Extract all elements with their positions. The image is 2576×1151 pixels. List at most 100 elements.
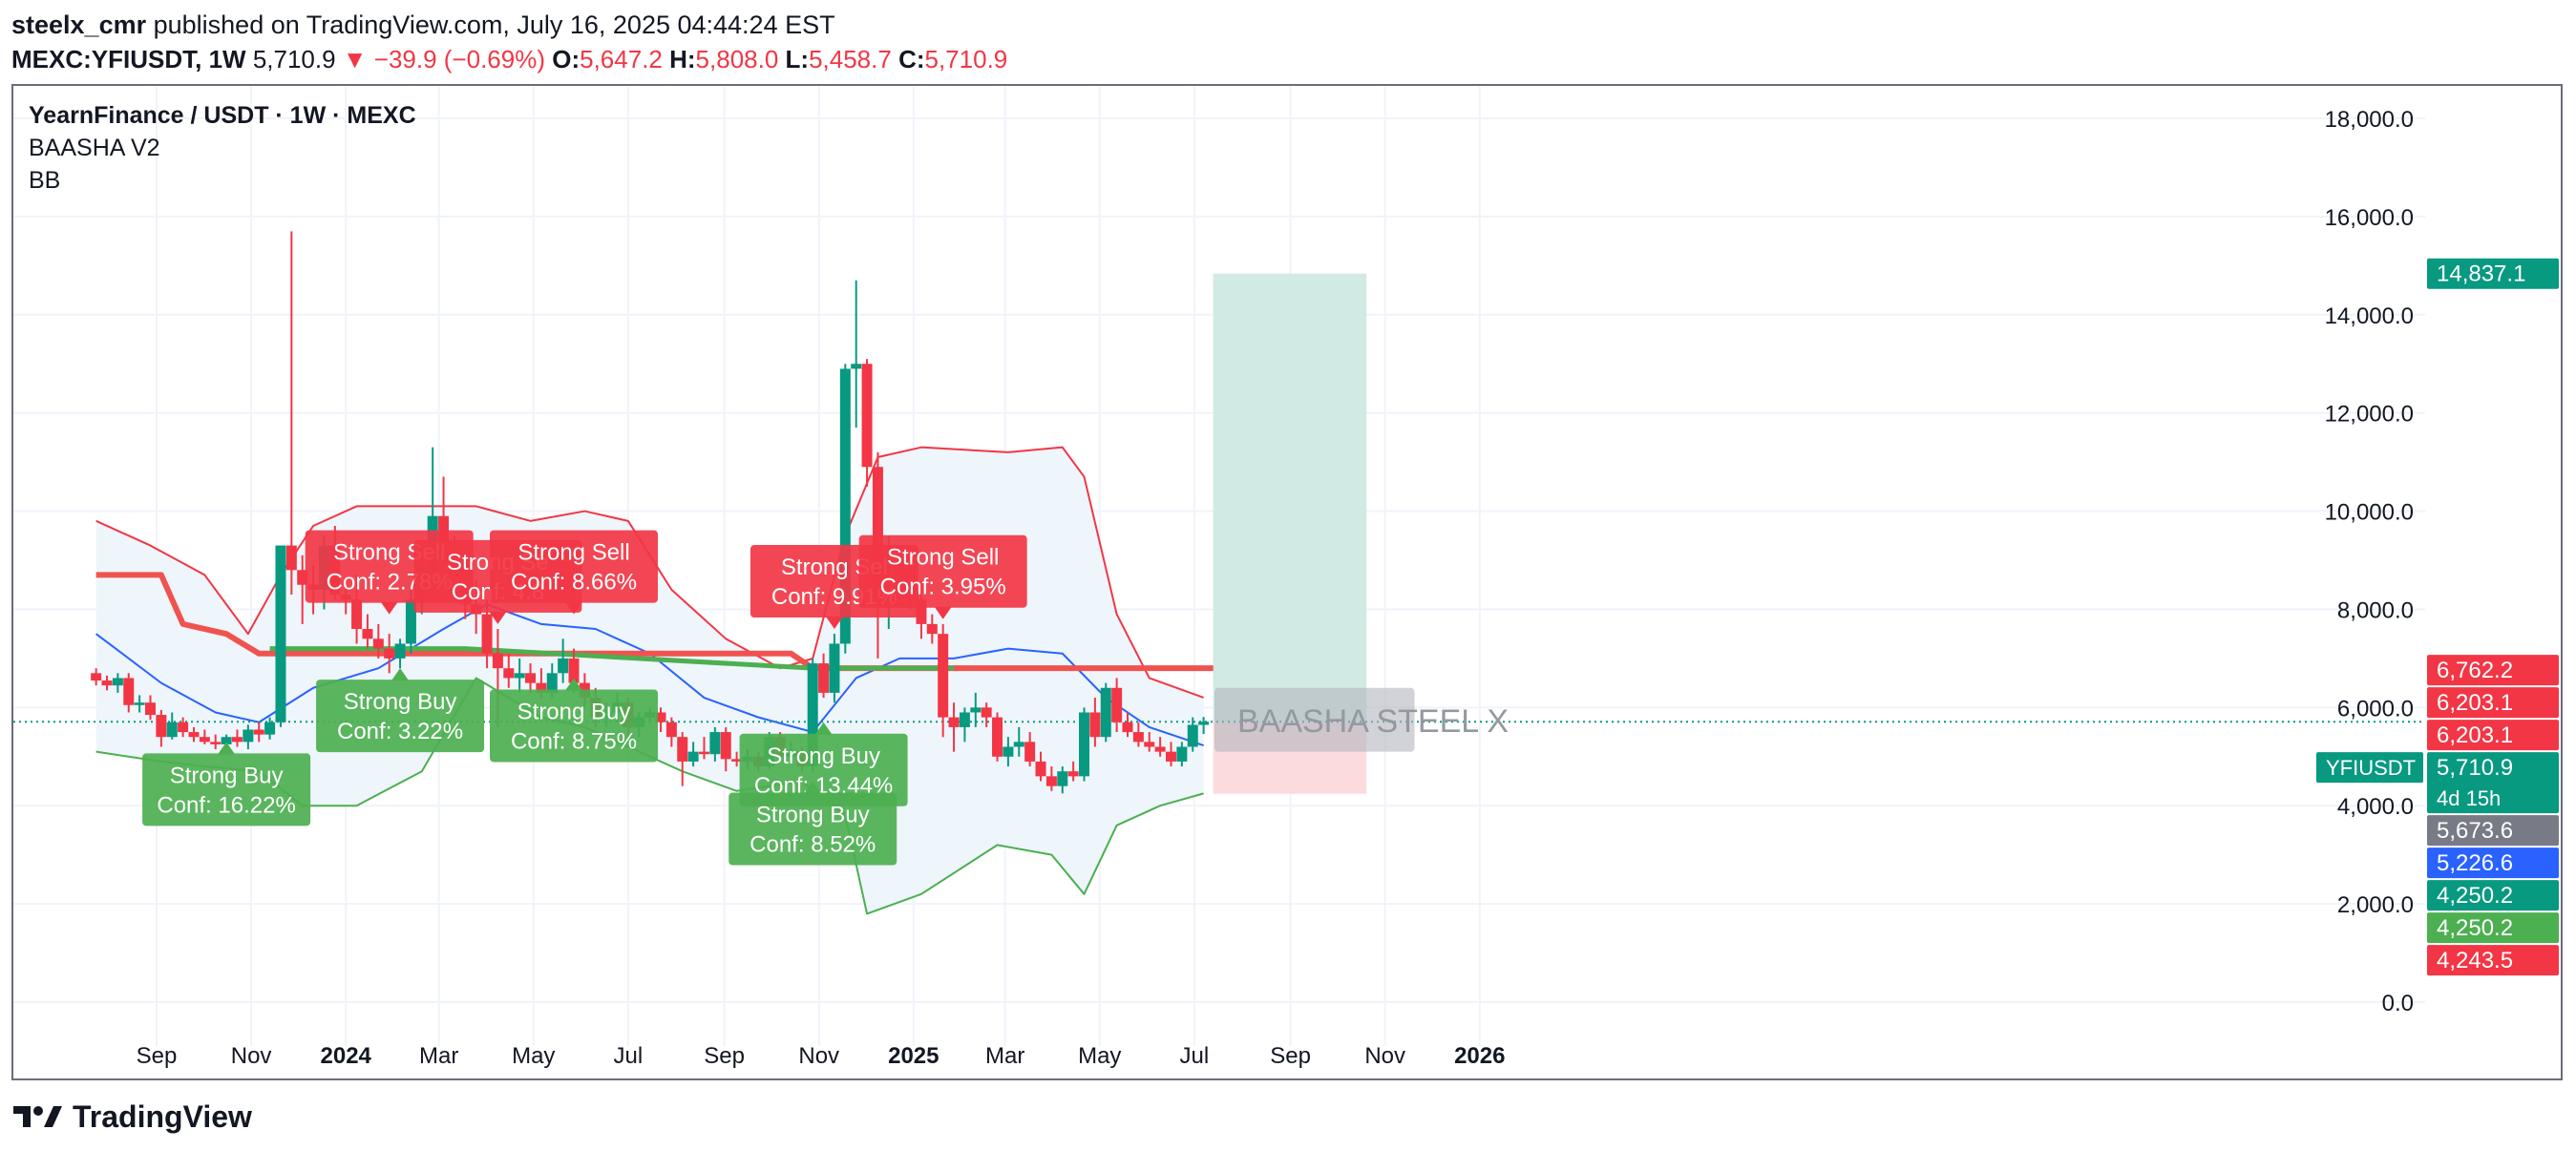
candle-body — [981, 707, 992, 718]
price-label-text: 4,243.5 — [2437, 948, 2513, 973]
candle-body — [134, 702, 145, 705]
legend-indicator-bb[interactable]: BB — [29, 167, 61, 194]
symbol-label-text: YFIUSDT — [2326, 756, 2416, 780]
candle-body — [1013, 742, 1024, 747]
candle-body — [123, 678, 135, 705]
price-label-text: 4,250.2 — [2437, 915, 2513, 941]
x-tick-label: Mar — [985, 1043, 1024, 1069]
signal-box — [142, 753, 311, 827]
open-label: O: — [552, 45, 581, 73]
candle — [275, 545, 286, 727]
candle-body — [851, 364, 862, 369]
candle — [558, 638, 569, 683]
price-label: 6,203.1 — [2427, 687, 2559, 719]
open-value: 5,647.2 — [580, 45, 663, 73]
legend-indicator-baasha[interactable]: BAASHA V2 — [29, 135, 160, 161]
price-label: 4,250.2 — [2427, 880, 2559, 911]
x-tick-label: May — [1078, 1043, 1121, 1069]
chart-frame — [11, 84, 2563, 1080]
candle-body — [275, 545, 286, 722]
candle-body — [1165, 751, 1176, 762]
low-label: L: — [785, 45, 810, 73]
signal-pointer — [380, 601, 398, 615]
y-tick-label: 6,000.0 — [2337, 696, 2414, 722]
low-value: 5,458.7 — [809, 45, 892, 73]
candle — [210, 734, 222, 750]
candle — [362, 614, 373, 649]
y-tick-label: 16,000.0 — [2325, 205, 2414, 231]
candle — [1198, 717, 1210, 735]
chart-header: steelx_cmr published on TradingView.com,… — [11, 8, 2551, 76]
candle — [178, 717, 189, 738]
candle-body — [568, 658, 580, 683]
signal-confidence: Conf: 3.95% — [880, 575, 1006, 600]
price-label: 4,250.2 — [2427, 912, 2559, 944]
candle-body — [525, 673, 537, 683]
author-name[interactable]: steelx_cmr — [11, 10, 147, 39]
high-value: 5,808.0 — [695, 45, 779, 73]
tradingview-brand[interactable]: TradingView — [73, 1099, 252, 1134]
signal-confidence: Conf: 16.22% — [157, 792, 295, 818]
candle — [938, 623, 949, 738]
signal-title: Strong Sell — [517, 540, 629, 566]
candle — [981, 702, 992, 727]
candle-body — [1154, 746, 1166, 752]
candle-body — [992, 717, 1003, 757]
price-label-bg — [2427, 720, 2559, 751]
symbol-label: MEXC:YFIUSDT, 1W — [11, 45, 246, 73]
candle — [959, 707, 970, 743]
candle — [861, 359, 873, 487]
x-tick-label: Jul — [614, 1043, 644, 1069]
x-tick-label: Sep — [137, 1043, 178, 1069]
price-label-text: 14,837.1 — [2437, 262, 2525, 287]
candle — [655, 707, 666, 733]
candle-body — [145, 702, 157, 716]
candle-body — [959, 712, 970, 727]
footer: TradingView — [11, 1096, 252, 1138]
candle — [829, 634, 840, 703]
symbol-label-bg — [2316, 752, 2423, 784]
candle — [394, 638, 406, 669]
candle-body — [926, 623, 938, 635]
y-tick-label: 10,000.0 — [2325, 500, 2414, 526]
price-label: 6,203.1 — [2427, 720, 2559, 751]
price-label-text: 6,203.1 — [2437, 690, 2513, 716]
candle-body — [285, 545, 297, 571]
candle-body — [916, 599, 927, 624]
resistance-line — [95, 572, 1214, 672]
signal-title: Strong Sell — [887, 545, 999, 571]
candle-body — [1100, 687, 1111, 738]
price-label-text: 5,673.6 — [2437, 818, 2513, 844]
price-label-text: 5,226.6 — [2437, 850, 2513, 876]
candle — [1035, 751, 1046, 782]
legend-title[interactable]: YearnFinance / USDT · 1W · MEXC — [29, 102, 416, 129]
candle-body — [221, 737, 232, 744]
candle-body — [536, 682, 547, 693]
candle — [123, 673, 135, 713]
tradingview-logo-icon[interactable] — [11, 1102, 63, 1131]
signal-pointer — [934, 606, 952, 619]
price-label: 5,226.6 — [2427, 848, 2559, 879]
signal-confidence: Conf: 3.22% — [337, 719, 463, 744]
x-tick-label: Sep — [704, 1043, 745, 1069]
x-tick-label: Jul — [1180, 1043, 1210, 1069]
candle — [1003, 737, 1014, 767]
signal-box — [490, 689, 659, 763]
strong-buy-label: Strong Buy Conf: 8.52% — [728, 781, 897, 866]
last-price: 5,710.9 — [252, 45, 336, 73]
candle — [264, 717, 276, 740]
candle — [1111, 678, 1123, 733]
signal-title: Strong Buy — [756, 803, 870, 828]
candle — [1122, 712, 1133, 738]
price-label: 5,673.6 — [2427, 815, 2559, 847]
price-label-bg — [2427, 687, 2559, 719]
price-label-text: 4,250.2 — [2437, 883, 2513, 909]
y-tick-label: 4,000.0 — [2337, 794, 2414, 820]
y-tick-label: 2,000.0 — [2337, 892, 2414, 918]
candle — [698, 737, 709, 760]
candle — [948, 702, 960, 752]
candle-body — [1003, 746, 1014, 757]
candle — [926, 614, 938, 644]
signal-title: Strong Buy — [517, 699, 631, 724]
